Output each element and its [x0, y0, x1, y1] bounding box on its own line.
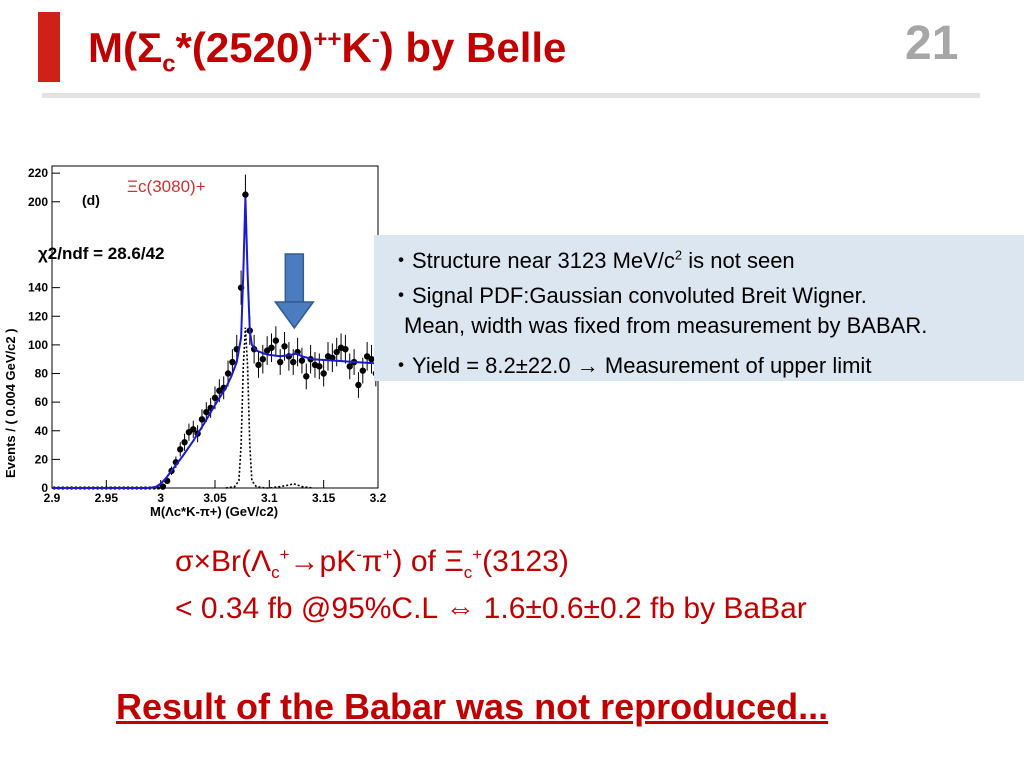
- title-part: ) by Belle: [379, 24, 567, 71]
- total-fit-line: [52, 197, 379, 489]
- data-point: [277, 358, 284, 366]
- data-point: [242, 191, 249, 198]
- x-axis-label: M(Λc*K-π+) (GeV/c2): [150, 504, 278, 519]
- xsec-text: π: [361, 545, 383, 578]
- title-part: *(2520): [175, 24, 314, 71]
- x-tick-label: 2.95: [95, 491, 119, 505]
- data-point: [181, 439, 188, 446]
- slide-title: M(Σc*(2520)++K-) by Belle: [88, 24, 566, 78]
- xsec-sup: -: [356, 545, 362, 564]
- data-point: [203, 408, 210, 416]
- data-point: [224, 370, 232, 377]
- xsec-text: σ×Br(Λ: [175, 545, 272, 578]
- cross-section-line-1: σ×Br(Λc+→pK-π+) of Ξc+(3123): [175, 545, 569, 583]
- title-accent-bar: [38, 12, 60, 82]
- info-line-4: ・Yield = 8.2±22.0 → Measurement of upper…: [390, 353, 872, 378]
- xsec-text: (3123): [482, 545, 569, 578]
- data-point: [211, 394, 219, 402]
- xsec-text: →pK: [289, 545, 357, 578]
- info-line-3: Mean, width was fixed from measurement b…: [404, 313, 928, 338]
- data-point: [156, 486, 161, 490]
- y-tick-label: 140: [28, 281, 48, 295]
- title-sup: -: [371, 26, 380, 53]
- xsec-sup: +: [279, 545, 290, 564]
- info-text: ・Structure near 3123 MeV/c: [390, 248, 675, 273]
- title-part: M(Σ: [88, 24, 163, 71]
- x-tick-label: 3.1: [261, 491, 278, 505]
- data-point: [159, 483, 167, 490]
- y-tick-label: 40: [35, 424, 49, 438]
- x-tick-label: 2.9: [44, 491, 61, 505]
- xsec-sub: c: [271, 563, 280, 582]
- y-tick-label: 80: [35, 367, 49, 381]
- xsec-sup: +: [382, 545, 393, 564]
- signal-component-line: [225, 327, 313, 489]
- info-box: ・Structure near 3123 MeV/c2 is not seen …: [374, 235, 1024, 381]
- data-point: [255, 361, 262, 369]
- data-point: [359, 367, 366, 374]
- data-point: [198, 416, 206, 423]
- data-point: [346, 363, 353, 370]
- y-tick-label: 60: [35, 395, 49, 409]
- title-underline: [42, 93, 980, 98]
- x-tick-label: 3.15: [312, 491, 336, 505]
- info-line-1: ・Structure near 3123 MeV/c2 is not seen: [390, 243, 795, 275]
- data-point: [333, 348, 340, 356]
- data-point: [190, 426, 197, 433]
- y-tick-label: 220: [28, 166, 48, 180]
- xsec-sub: c: [463, 563, 473, 582]
- chart-svg: 2.9 2.95 3 3.05 3.1 3.15 3.2 0 20 40 60 80 100 120 140…: [3, 165, 387, 519]
- info-line-2: ・Signal PDF:Gaussian convoluted Breit Wi…: [390, 283, 867, 308]
- plot-frame: [51, 165, 379, 489]
- cross-section-line-2: < 0.34 fb @95%C.L ⇔ 1.6±0.6±0.2 fb by Ba…: [175, 592, 807, 625]
- arrow-icon: [273, 253, 315, 330]
- x-tick-label: 3: [157, 491, 164, 505]
- xsec-text: ) of Ξ: [392, 545, 464, 578]
- data-point: [259, 356, 267, 363]
- mass-spectrum-chart: 2.9 2.95 3 3.05 3.1 3.15 3.2 0 20 40 60 80 100 120 140…: [0, 150, 390, 530]
- info-text: is not seen: [682, 248, 795, 273]
- data-point: [177, 446, 184, 453]
- data-point: [303, 373, 310, 380]
- data-point: [368, 356, 375, 363]
- data-point: [281, 343, 288, 350]
- ticks: 2.9 2.95 3 3.05 3.1 3.15 3.2 0 20 40 60 80 100 120 140…: [28, 166, 387, 505]
- page-number: 21: [905, 17, 959, 70]
- data-points: [52, 174, 380, 490]
- info-sup: 2: [674, 247, 683, 263]
- chi2-label: χ2/ndf = 28.6/42: [38, 244, 165, 263]
- data-point: [298, 357, 306, 364]
- conclusion-text: Result of the Babar was not reproduced..…: [116, 686, 829, 727]
- y-tick-label: 0: [41, 481, 48, 495]
- y-axis-label: Events / ( 0.004 GeV/c2 ): [3, 328, 18, 478]
- data-point: [290, 358, 297, 366]
- peak-label: Ξc(3080)+: [127, 177, 206, 196]
- panel-label: (d): [82, 192, 100, 208]
- y-tick-label: 20: [35, 452, 49, 466]
- data-point: [272, 337, 280, 344]
- title-sub: c: [162, 50, 176, 78]
- xsec-sup: +: [472, 545, 483, 564]
- x-tick-label: 3.2: [370, 491, 387, 505]
- data-point: [355, 381, 362, 389]
- y-tick-label: 100: [28, 338, 48, 352]
- data-point: [320, 370, 327, 377]
- data-point: [229, 358, 236, 366]
- x-tick-label: 3.05: [203, 491, 227, 505]
- y-tick-label: 200: [28, 195, 48, 209]
- data-point: [268, 344, 275, 351]
- title-sup: ++: [313, 26, 342, 53]
- title-part: K: [341, 24, 372, 71]
- y-tick-label: 120: [28, 309, 48, 323]
- data-point: [342, 345, 349, 353]
- data-point: [316, 363, 323, 370]
